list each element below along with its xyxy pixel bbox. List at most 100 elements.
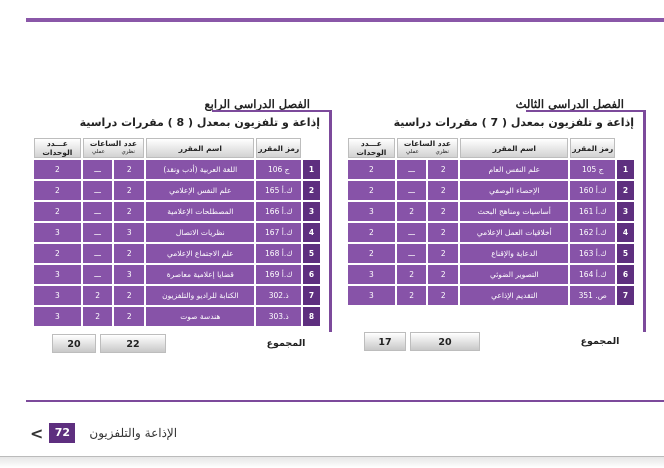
semester3-section: الفصل الدراسي الثالث إذاعة و تلفزيون بمع… bbox=[346, 96, 646, 366]
practical-hours: 2 bbox=[82, 307, 113, 326]
theory-hours: 2 bbox=[114, 244, 145, 263]
table-row: 2 ك.أ 165 علم النفس الإعلامي 2 ـــ 2 bbox=[34, 181, 320, 200]
table-row: 4 ك.أ 162 أخلاقيات العمل الإعلامي 2 ـــ 2 bbox=[348, 223, 634, 242]
brand-logo: الإذاعة والتلفزيون bbox=[89, 426, 178, 440]
table-header-row: رمز المقرر اسم المقرر عدد الساعات نظري ع… bbox=[348, 138, 634, 158]
semester3-subtitle: إذاعة و تلفزيون بمعدل ( 7 ) مقررات دراسي… bbox=[393, 116, 634, 129]
table-row: 5 ك.أ 168 علم الاجتماع الإعلامي 2 ـــ 2 bbox=[34, 244, 320, 263]
course-name: علم النفس الإعلامي bbox=[146, 181, 255, 200]
table-row: 5 ك.أ 163 الدعاية والإقناع 2 ـــ 2 bbox=[348, 244, 634, 263]
theory-hours: 2 bbox=[428, 244, 459, 263]
course-code: ك.أ 168 bbox=[256, 244, 302, 263]
units: 2 bbox=[34, 244, 81, 263]
semester4-table: رمز المقرر اسم المقرر عدد الساعات نظري ع… bbox=[32, 136, 322, 328]
units: 2 bbox=[34, 160, 81, 179]
theory-hours: 2 bbox=[428, 265, 459, 284]
total-hours: 22 bbox=[100, 334, 166, 353]
header-practical: عملي bbox=[92, 149, 105, 155]
course-name: الدعاية والإقناع bbox=[460, 244, 569, 263]
row-number: 3 bbox=[303, 202, 320, 221]
units: 2 bbox=[348, 223, 395, 242]
course-code: ك.أ 162 bbox=[570, 223, 616, 242]
header-spacer bbox=[303, 138, 320, 158]
header-hours-label: عدد الساعات bbox=[89, 139, 138, 148]
table-row: 7 ذ.302 الكتابة للراديو والتلفزيون 2 2 3 bbox=[34, 286, 320, 305]
semester4-subtitle: إذاعة و تلفزيون بمعدل ( 8 ) مقررات دراسي… bbox=[79, 116, 320, 129]
table-row: 6 ك.أ 169 قضايا إعلامية معاصرة 3 ـــ 3 bbox=[34, 265, 320, 284]
total-label: المجموع bbox=[266, 338, 306, 349]
course-code: ك.أ 164 bbox=[570, 265, 616, 284]
theory-hours: 3 bbox=[114, 265, 145, 284]
table-row: 3 ك.أ 166 المصطلحات الإعلامية 2 ـــ 2 bbox=[34, 202, 320, 221]
footer-rule bbox=[26, 400, 664, 402]
footer: < 72 الإذاعة والتلفزيون bbox=[30, 421, 177, 445]
units: 3 bbox=[34, 286, 81, 305]
theory-hours: 2 bbox=[428, 160, 459, 179]
header-spacer bbox=[617, 138, 634, 158]
semester4-section: الفصل الدراسي الرابع إذاعة و تلفزيون بمع… bbox=[32, 96, 332, 366]
page-number: 72 bbox=[49, 423, 76, 443]
row-number: 2 bbox=[303, 181, 320, 200]
total-units: 20 bbox=[52, 334, 96, 353]
course-name: التقديم الإذاعي bbox=[460, 286, 569, 305]
theory-hours: 2 bbox=[428, 286, 459, 305]
theory-hours: 2 bbox=[114, 307, 145, 326]
theory-hours: 2 bbox=[114, 286, 145, 305]
practical-hours: 2 bbox=[396, 265, 427, 284]
header-name: اسم المقرر bbox=[146, 138, 255, 158]
course-code: ك.أ 167 bbox=[256, 223, 302, 242]
course-name: نظريات الاتصال bbox=[146, 223, 255, 242]
units: 3 bbox=[348, 202, 395, 221]
practical-hours: ـــ bbox=[396, 244, 427, 263]
units: 2 bbox=[34, 181, 81, 200]
row-number: 4 bbox=[303, 223, 320, 242]
theory-hours: 2 bbox=[428, 223, 459, 242]
row-number: 4 bbox=[617, 223, 634, 242]
course-name: علم الاجتماع الإعلامي bbox=[146, 244, 255, 263]
practical-hours: ـــ bbox=[82, 223, 113, 242]
section-vertical-rule bbox=[643, 110, 646, 332]
section-vertical-rule bbox=[329, 110, 332, 332]
section-title-rule bbox=[526, 110, 646, 112]
practical-hours: ـــ bbox=[396, 181, 427, 200]
section-title-rule bbox=[212, 110, 332, 112]
course-name: التصوير الضوئي bbox=[460, 265, 569, 284]
table-row: 2 ك.أ 160 الإحصاء الوصفي 2 ـــ 2 bbox=[348, 181, 634, 200]
theory-hours: 3 bbox=[114, 223, 145, 242]
semester3-table: رمز المقرر اسم المقرر عدد الساعات نظري ع… bbox=[346, 136, 636, 307]
course-code: ص. 351 bbox=[570, 286, 616, 305]
course-name: قضايا إعلامية معاصرة bbox=[146, 265, 255, 284]
header-hours: عدد الساعات نظري عملي bbox=[82, 138, 145, 158]
units: 3 bbox=[348, 286, 395, 305]
top-rule bbox=[26, 18, 664, 22]
course-code: ج 106 bbox=[256, 160, 302, 179]
practical-hours: ـــ bbox=[82, 181, 113, 200]
table-row: 8 ذ.303 هندسة صوت 2 2 3 bbox=[34, 307, 320, 326]
course-code: ذ.303 bbox=[256, 307, 302, 326]
practical-hours: ـــ bbox=[82, 265, 113, 284]
theory-hours: 2 bbox=[114, 181, 145, 200]
page-base bbox=[0, 456, 664, 468]
course-name: هندسة صوت bbox=[146, 307, 255, 326]
course-name: أساسيات ومناهج البحث bbox=[460, 202, 569, 221]
chevron-left-icon[interactable]: < bbox=[30, 423, 44, 443]
course-code: ك.أ 166 bbox=[256, 202, 302, 221]
total-units: 17 bbox=[364, 332, 406, 351]
units: 2 bbox=[348, 160, 395, 179]
course-name: أخلاقيات العمل الإعلامي bbox=[460, 223, 569, 242]
table-row: 4 ك.أ 167 نظريات الاتصال 3 ـــ 3 bbox=[34, 223, 320, 242]
theory-hours: 2 bbox=[428, 202, 459, 221]
course-code: ك.أ 160 bbox=[570, 181, 616, 200]
table-row: 7 ص. 351 التقديم الإذاعي 2 2 3 bbox=[348, 286, 634, 305]
header-theory: نظري bbox=[435, 149, 449, 155]
theory-hours: 2 bbox=[428, 181, 459, 200]
row-number: 6 bbox=[303, 265, 320, 284]
course-name: الكتابة للراديو والتلفزيون bbox=[146, 286, 255, 305]
practical-hours: 2 bbox=[82, 286, 113, 305]
units: 3 bbox=[34, 223, 81, 242]
units: 2 bbox=[34, 202, 81, 221]
units: 2 bbox=[348, 181, 395, 200]
practical-hours: ـــ bbox=[396, 223, 427, 242]
units: 2 bbox=[348, 244, 395, 263]
